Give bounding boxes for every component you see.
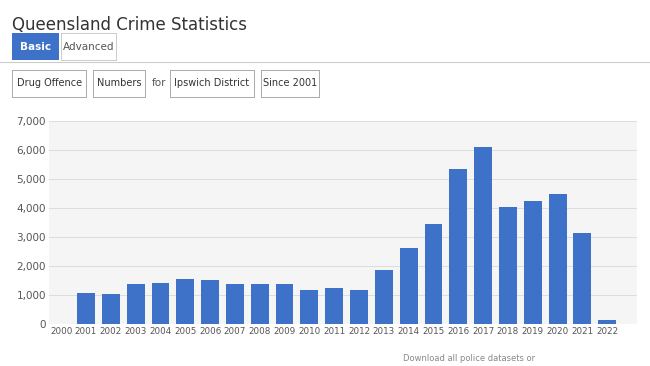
Bar [300,290,318,324]
Bar [598,320,616,324]
Bar [226,284,244,324]
Text: Download all police datasets or: Download all police datasets or [403,354,535,362]
Text: Since 2001: Since 2001 [263,78,317,88]
Bar [499,207,517,324]
Bar [524,201,541,324]
Bar [201,280,219,324]
Bar [325,288,343,324]
Bar [127,284,144,324]
Text: Ipswich District: Ipswich District [174,78,250,88]
Text: Basic: Basic [20,42,51,52]
Bar [424,224,443,324]
Bar [350,290,368,324]
Bar [400,248,417,324]
Bar [276,284,294,324]
Bar [474,147,492,324]
Bar [449,169,467,324]
Bar [176,279,194,324]
Text: for: for [151,78,166,88]
Bar [375,270,393,324]
Text: Drug Offence: Drug Offence [16,78,82,88]
Bar [77,292,95,324]
Text: Numbers: Numbers [97,78,141,88]
Bar [151,283,170,324]
Bar [102,294,120,324]
Bar [549,194,567,324]
Text: Queensland Crime Statistics: Queensland Crime Statistics [12,16,247,34]
Bar [251,284,268,324]
Text: Advanced: Advanced [63,42,114,52]
Bar [573,232,592,324]
